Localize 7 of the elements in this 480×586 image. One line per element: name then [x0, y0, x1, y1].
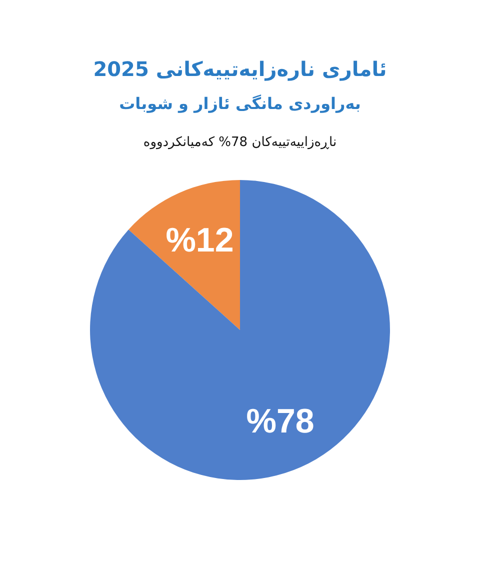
pie-slice: [128, 180, 240, 330]
pie-slice: [90, 180, 390, 480]
data-label: %12: [166, 222, 234, 260]
chart-subtitle: بەراوردی مانگی ئازار و شوبات: [119, 94, 361, 113]
text: ناڕەزاییەتییەکان 78% کەمیانکردووە: [143, 135, 337, 150]
chart-title: ئاماری نارەزایەتییەکانی 2025: [93, 57, 387, 81]
data-label: %78: [246, 402, 314, 440]
